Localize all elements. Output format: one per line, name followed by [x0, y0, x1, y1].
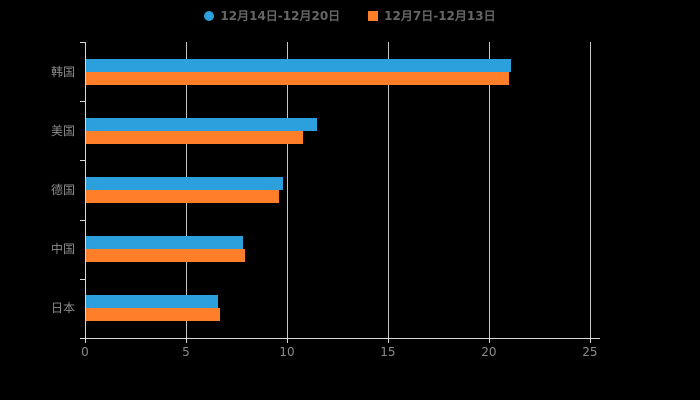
x-axis-line: [85, 338, 600, 339]
gridline: [589, 42, 591, 338]
bar-s0-row4: [86, 295, 219, 309]
y-axis-tick: [80, 219, 85, 221]
x-tick-label: 0: [81, 345, 89, 359]
y-axis-tick: [80, 42, 85, 43]
legend-item[interactable]: 12月7日-12月13日: [368, 9, 496, 23]
bar-s1-row3: [86, 249, 245, 263]
bar-s1-row0: [86, 71, 510, 85]
x-axis-tick: [85, 338, 86, 343]
y-axis-tick: [80, 160, 85, 162]
bar-s1-row4: [86, 308, 221, 322]
category-label: 德国: [50, 183, 75, 197]
x-tick-label: 5: [182, 345, 190, 359]
bar-s0-row3: [86, 236, 243, 250]
y-axis-tick: [80, 278, 85, 280]
x-axis-tick: [488, 338, 490, 343]
legend-marker-square-icon: [368, 11, 379, 21]
legend-item-label: 12月14日-12月20日: [220, 9, 341, 23]
x-axis-tick: [185, 338, 187, 343]
bar-s0-row1: [86, 117, 318, 131]
y-axis-line: [85, 42, 86, 339]
x-axis-tick: [387, 338, 389, 343]
x-axis-tick: [286, 338, 288, 343]
category-label: 韩国: [50, 64, 75, 79]
category-label: 日本: [50, 301, 75, 316]
category-label: 中国: [50, 242, 75, 257]
x-tick-label: 20: [481, 345, 497, 359]
x-tick-label: 25: [582, 345, 598, 359]
bar-s1-row1: [86, 130, 304, 144]
gridline: [387, 42, 389, 338]
category-label: 美国: [50, 123, 75, 138]
legend-item[interactable]: 12月14日-12月20日: [204, 10, 340, 22]
x-tick-label: 10: [279, 345, 295, 359]
bar-s0-row2: [86, 177, 283, 190]
gridline: [488, 42, 490, 338]
bar-s0-row0: [86, 58, 512, 72]
x-axis-tick: [589, 338, 591, 343]
legend-item-label: 12月7日-12月13日: [384, 9, 496, 23]
legend-marker-circle-icon: [204, 11, 215, 21]
y-axis-tick: [80, 101, 85, 103]
bar-s1-row2: [86, 190, 279, 203]
legend: 12月14日-12月20日 12月7日-12月13日: [0, 7, 700, 25]
x-tick-label: 15: [380, 345, 396, 359]
gridline: [286, 42, 288, 338]
y-axis-tick: [80, 338, 85, 339]
